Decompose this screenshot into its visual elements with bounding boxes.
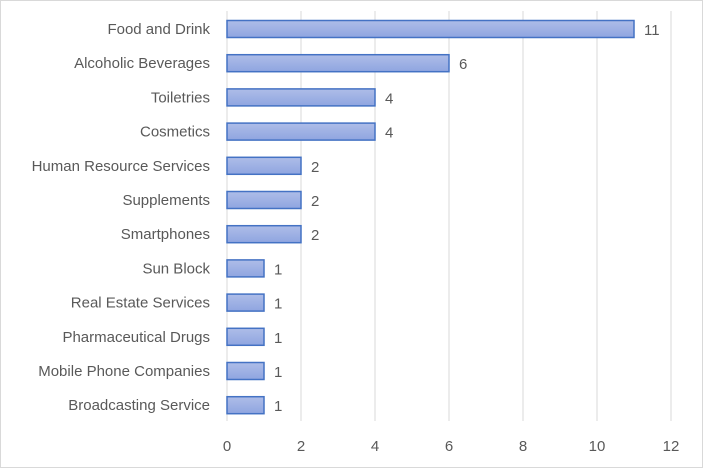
category-label: Sun Block	[142, 260, 210, 277]
x-tick-label: 8	[519, 438, 527, 455]
data-label: 11	[644, 22, 660, 39]
category-label: Real Estate Services	[71, 295, 210, 312]
data-label: 2	[311, 227, 319, 244]
data-label: 1	[274, 296, 282, 313]
data-label: 1	[274, 364, 282, 381]
bar-real-estate-services	[226, 293, 265, 312]
bars	[226, 19, 635, 415]
category-label: Broadcasting Service	[68, 397, 210, 414]
data-label: 1	[274, 330, 282, 347]
x-tick-label: 10	[589, 438, 606, 455]
data-label: 1	[274, 261, 282, 278]
bar-food-and-drink	[226, 19, 635, 39]
data-label: 2	[311, 159, 319, 176]
x-tick-label: 2	[297, 438, 305, 455]
bar-cosmetics	[226, 122, 376, 141]
x-tick-label: 6	[445, 438, 453, 455]
category-label: Mobile Phone Companies	[38, 363, 210, 380]
category-label: Cosmetics	[140, 124, 210, 141]
bar-toiletries	[226, 88, 376, 107]
bar-mobile-phone-companies	[226, 361, 265, 381]
data-label: 4	[385, 125, 393, 142]
bar-broadcasting-service	[226, 395, 265, 415]
data-label: 2	[311, 193, 319, 210]
data-label: 6	[459, 56, 467, 73]
bar-smartphones	[226, 224, 302, 244]
category-labels: Food and Drink Alcoholic Beverages Toiletr…	[32, 21, 211, 414]
gridlines	[226, 11, 672, 421]
category-label: Human Resource Services	[32, 158, 210, 175]
bar-supplements	[226, 190, 302, 210]
bar-alcoholic-beverages	[226, 53, 450, 73]
data-label: 1	[274, 398, 282, 415]
x-axis-tick-labels: 0 2 4 6 8 10 12	[223, 438, 680, 455]
category-label: Toiletries	[151, 89, 210, 106]
category-label: Food and Drink	[107, 21, 210, 38]
category-label: Pharmaceutical Drugs	[62, 329, 210, 346]
x-tick-label: 12	[663, 438, 680, 455]
category-label: Alcoholic Beverages	[74, 55, 210, 72]
bar-pharmaceutical-drugs	[226, 327, 265, 347]
x-tick-label: 0	[223, 438, 231, 455]
bar-human-resource-services	[226, 156, 302, 176]
x-tick-label: 4	[371, 438, 379, 455]
data-label: 4	[385, 90, 393, 107]
category-label: Smartphones	[121, 226, 210, 243]
category-label: Supplements	[122, 192, 210, 209]
bar-sun-block	[226, 259, 265, 278]
